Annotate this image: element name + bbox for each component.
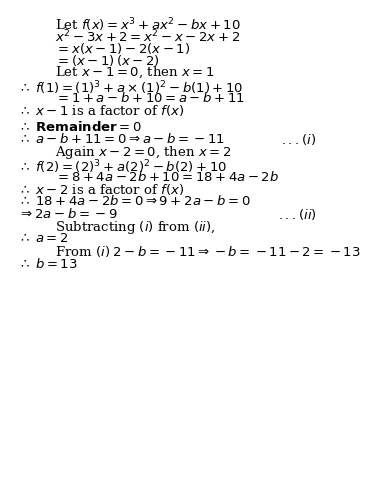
Text: $\therefore\;x - 2$ is a factor of $f(x)$: $\therefore\;x - 2$ is a factor of $f(x)… (18, 182, 184, 197)
Text: $\therefore\;a = 2$: $\therefore\;a = 2$ (18, 232, 69, 244)
Text: $= x(x - 1) - 2(x - 1)$: $= x(x - 1) - 2(x - 1)$ (56, 41, 191, 56)
Text: $\Rightarrow 2a - b = -9$: $\Rightarrow 2a - b = -9$ (18, 207, 118, 221)
Text: Subtracting $(i)$ from $(ii)$,: Subtracting $(i)$ from $(ii)$, (56, 219, 216, 236)
Text: From $(i)\;2 - b = -11 \Rightarrow -b = -11 - 2 = -13$: From $(i)\;2 - b = -11 \Rightarrow -b = … (56, 244, 361, 260)
Text: $x^2 - 3x + 2 = x^2 - x - 2x + 2$: $x^2 - 3x + 2 = x^2 - x - 2x + 2$ (56, 29, 240, 45)
Text: $\therefore\;18 + 4a - 2b = 0 \Rightarrow 9 + 2a - b = 0$: $\therefore\;18 + 4a - 2b = 0 \Rightarro… (18, 194, 250, 208)
Text: Let $x - 1 = 0$, then $x = 1$: Let $x - 1 = 0$, then $x = 1$ (56, 64, 215, 80)
Text: $\therefore\;f(1) = (1)^3 + a \times (1)^2 - b(1) + 10$: $\therefore\;f(1) = (1)^3 + a \times (1)… (18, 79, 243, 97)
Text: $\therefore\;f(2) = (2)^3 + a(2)^2 - b(2) + 10$: $\therefore\;f(2) = (2)^3 + a(2)^2 - b(2… (18, 158, 227, 176)
Text: $\therefore\;b = 13$: $\therefore\;b = 13$ (18, 257, 78, 271)
Text: $...(i)$: $...(i)$ (281, 132, 316, 146)
Text: $\therefore\;\mathbf{Remainder} = 0$: $\therefore\;\mathbf{Remainder} = 0$ (18, 120, 142, 134)
Text: Let $f(x) = x^3 + ax^2 - bx + 10$: Let $f(x) = x^3 + ax^2 - bx + 10$ (56, 17, 241, 35)
Text: Again $x - 2 = 0$, then $x = 2$: Again $x - 2 = 0$, then $x = 2$ (56, 143, 232, 161)
Text: $\therefore\;a - b + 11 = 0 \Rightarrow a - b = -11$: $\therefore\;a - b + 11 = 0 \Rightarrow … (18, 132, 225, 145)
Text: $= (x - 1)\,(x - 2)$: $= (x - 1)\,(x - 2)$ (56, 53, 160, 68)
Text: $...(ii)$: $...(ii)$ (278, 207, 316, 222)
Text: $= 1 + a - b + 10 = a - b + 11$: $= 1 + a - b + 10 = a - b + 11$ (56, 91, 245, 105)
Text: $\therefore\;x - 1$ is a factor of $f(x)$: $\therefore\;x - 1$ is a factor of $f(x)… (18, 103, 184, 118)
Text: $= 8 + 4a - 2b + 10 = 18 + 4a - 2b$: $= 8 + 4a - 2b + 10 = 18 + 4a - 2b$ (56, 170, 279, 184)
